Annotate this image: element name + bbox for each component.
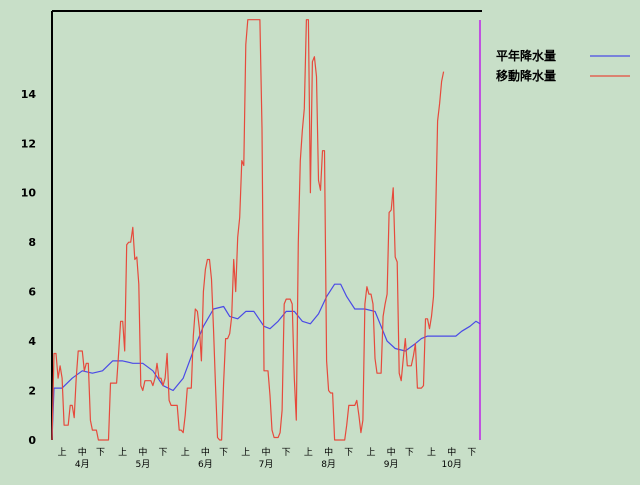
y-tick-label: 12 [21,137,36,150]
x-tick-label: 中 [138,446,147,458]
x-tick-label: 中 [78,446,87,458]
x-tick-label: 上 [241,447,250,458]
x-tick-label: 下 [467,448,476,458]
month-label: 4月 [75,459,90,470]
x-tick-label: 上 [58,447,67,458]
legend-label: 移動降水量 [496,68,556,83]
x-tick-label: 中 [387,446,396,458]
x-tick-label: 上 [304,447,313,458]
month-labels: 4月 5月 6月 7月 8月 9月 10月 [75,459,462,470]
month-label: 10月 [441,459,461,470]
y-tick-label: 14 [21,88,37,101]
x-tick-label: 中 [324,446,333,458]
x-tick-label: 下 [344,448,353,458]
x-tick-label: 下 [219,448,228,458]
x-tick-label: 中 [447,446,456,458]
month-label: 9月 [384,459,399,470]
x-tick-label: 中 [261,446,270,458]
y-tick-label: 6 [28,286,36,299]
month-label: 5月 [135,459,150,470]
y-tick-label: 10 [21,187,37,200]
x-tick-label: 下 [96,448,105,458]
y-tick-label: 2 [28,385,36,398]
x-tick-label: 上 [118,447,127,458]
series-line-2 [51,19,445,441]
y-tick-label: 0 [28,434,36,447]
legend-label: 平年降水量 [496,48,556,63]
x-tick-label: 上 [366,447,375,458]
series-lines [51,19,481,441]
x-tick-label: 上 [427,447,436,458]
y-tick-labels: 0 2 4 6 8 10 12 14 [21,88,37,447]
y-tick-label: 4 [28,335,36,348]
x-tick-label: 下 [159,448,168,458]
month-label: 7月 [259,459,274,470]
series-line-1 [51,283,481,441]
x-tick-label: 下 [282,448,291,458]
x-tick-labels: 上中下上中下上中下上中下上中下上中下上中下 [58,446,477,458]
month-label: 8月 [321,459,336,470]
x-tick-label: 下 [405,448,414,458]
x-tick-label: 中 [201,446,210,458]
y-tick-label: 8 [28,236,36,249]
x-tick-label: 上 [181,447,190,458]
month-label: 6月 [198,459,213,470]
